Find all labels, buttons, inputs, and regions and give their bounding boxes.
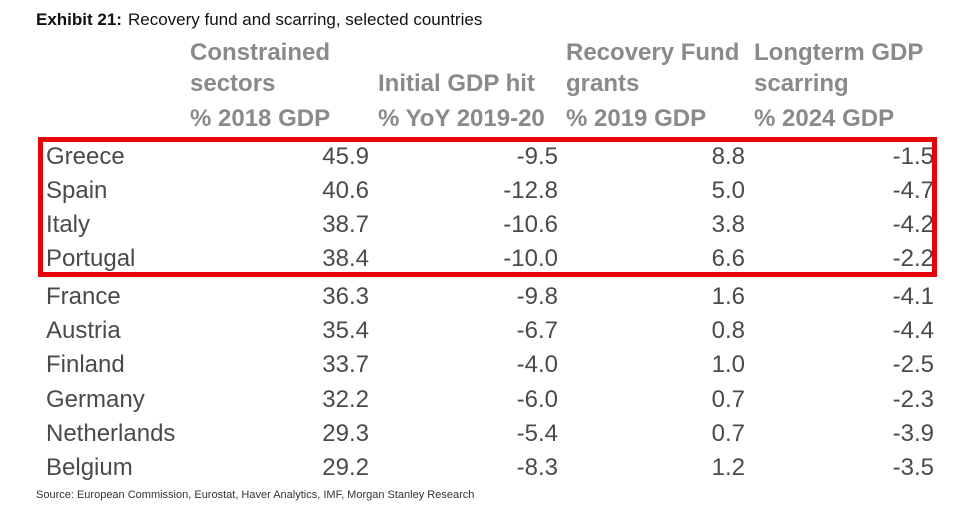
constrained-cell: 38.4 — [322, 245, 369, 272]
header-line2: scarring — [754, 70, 849, 97]
grants-cell: 1.6 — [711, 283, 745, 310]
header-line2: Initial GDP hit — [378, 70, 535, 97]
country-cell: Austria — [46, 317, 121, 344]
header-constrained-sectors: Constrained sectors % 2018 GDP — [190, 37, 330, 134]
constrained-cell: 29.2 — [322, 454, 369, 481]
country-cell: Netherlands — [46, 420, 176, 447]
grants-cell: 8.8 — [711, 143, 745, 170]
scarring-cell: -4.7 — [892, 177, 934, 204]
table-row: Germany 32.2 -6.0 0.7 -2.3 — [44, 383, 934, 417]
constrained-cell: 35.4 — [322, 317, 369, 344]
exhibit-title: Exhibit 21: Recovery fund and scarring, s… — [36, 10, 482, 30]
header-unit: % 2019 GDP — [566, 105, 707, 132]
grants-cell: 3.8 — [711, 211, 745, 238]
gdp-hit-cell: -9.5 — [516, 143, 558, 170]
table-row: Austria 35.4 -6.7 0.8 -4.4 — [44, 314, 934, 348]
exhibit-number: Exhibit 21: — [36, 10, 122, 29]
header-unit: % 2024 GDP — [754, 105, 895, 132]
header-initial-gdp-hit: Initial GDP hit % YoY 2019-20 — [378, 37, 545, 134]
grants-cell: 1.0 — [711, 351, 745, 378]
header-unit: % 2018 GDP — [190, 105, 331, 132]
header-line1: Constrained — [190, 39, 331, 66]
country-cell: Germany — [46, 386, 145, 413]
table-row: Greece 45.9 -9.5 8.8 -1.5 — [44, 140, 934, 174]
header-line2: sectors — [190, 70, 276, 97]
country-cell: Finland — [46, 351, 125, 378]
highlight-box — [38, 137, 937, 277]
gdp-hit-cell: -4.0 — [516, 351, 558, 378]
grants-cell: 0.7 — [711, 386, 745, 413]
scarring-cell: -1.5 — [892, 143, 934, 170]
grants-cell: 0.7 — [711, 420, 745, 447]
gdp-hit-cell: -10.0 — [503, 245, 558, 272]
gdp-hit-cell: -6.7 — [516, 317, 558, 344]
header-longterm-scarring: Longterm GDP scarring % 2024 GDP — [754, 37, 923, 134]
country-cell: Greece — [46, 143, 125, 170]
country-cell: Belgium — [46, 454, 133, 481]
header-recovery-fund: Recovery Fund grants % 2019 GDP — [566, 37, 739, 134]
header-unit: % YoY 2019-20 — [378, 105, 545, 132]
header-line1: Longterm GDP — [754, 39, 924, 66]
constrained-cell: 29.3 — [322, 420, 369, 447]
table-row: Belgium 29.2 -8.3 1.2 -3.5 — [44, 451, 934, 485]
gdp-hit-cell: -12.8 — [503, 177, 558, 204]
table-row: Finland 33.7 -4.0 1.0 -2.5 — [44, 348, 934, 382]
table-row: Italy 38.7 -10.6 3.8 -4.2 — [44, 208, 934, 242]
constrained-cell: 45.9 — [322, 143, 369, 170]
grants-cell: 5.0 — [711, 177, 745, 204]
constrained-cell: 33.7 — [322, 351, 369, 378]
gdp-hit-cell: -9.8 — [516, 283, 558, 310]
scarring-cell: -4.4 — [892, 317, 934, 344]
table-row: France 36.3 -9.8 1.6 -4.1 — [44, 280, 934, 314]
source-note: Source: European Commission, Eurostat, H… — [36, 489, 475, 501]
table-row: Netherlands 29.3 -5.4 0.7 -3.9 — [44, 417, 934, 451]
gdp-hit-cell: -8.3 — [516, 454, 558, 481]
scarring-cell: -2.3 — [892, 386, 934, 413]
country-cell: Italy — [46, 211, 91, 238]
country-cell: Spain — [46, 177, 108, 204]
scarring-cell: -3.5 — [892, 454, 934, 481]
grants-cell: 0.8 — [711, 317, 745, 344]
scarring-cell: -4.2 — [892, 211, 934, 238]
exhibit-caption: Recovery fund and scarring, selected cou… — [127, 10, 483, 29]
constrained-cell: 36.3 — [322, 283, 369, 310]
header-line1: Recovery Fund — [566, 39, 740, 66]
gdp-hit-cell: -10.6 — [503, 211, 558, 238]
constrained-cell: 38.7 — [322, 211, 369, 238]
grants-cell: 6.6 — [711, 245, 745, 272]
scarring-cell: -2.5 — [892, 351, 934, 378]
constrained-cell: 40.6 — [322, 177, 369, 204]
gdp-hit-cell: -6.0 — [516, 386, 558, 413]
table-row: Spain 40.6 -12.8 5.0 -4.7 — [44, 174, 934, 208]
header-line2: grants — [566, 70, 640, 97]
country-cell: Portugal — [46, 245, 136, 272]
scarring-cell: -4.1 — [892, 283, 934, 310]
table-row: Portugal 38.4 -10.0 6.6 -2.2 — [44, 242, 934, 276]
country-cell: France — [46, 283, 121, 310]
grants-cell: 1.2 — [711, 454, 745, 481]
header-line1 — [378, 37, 545, 68]
scarring-cell: -3.9 — [892, 420, 934, 447]
scarring-cell: -2.2 — [892, 245, 934, 272]
gdp-hit-cell: -5.4 — [516, 420, 558, 447]
constrained-cell: 32.2 — [322, 386, 369, 413]
